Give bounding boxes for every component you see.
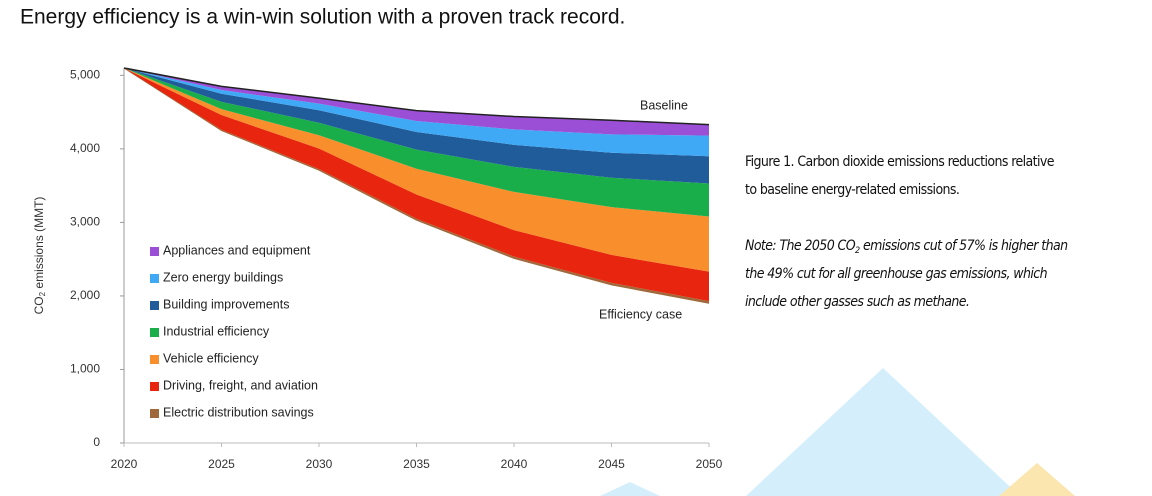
- area: [124, 68, 709, 272]
- x-tick-label: 2025: [208, 457, 235, 471]
- y-axis-label: CO2 emissions (MMT): [32, 197, 47, 315]
- x-tick-label: 2050: [696, 457, 723, 471]
- chart: 0 1,000 2,000 3,000 4,000 5,000 2020 2025 2030 20…: [32, 67, 723, 471]
- note-line: the 49% cut for all greenhouse gas emiss…: [745, 266, 1048, 282]
- baseline-line: [123, 67, 710, 126]
- legend-label: Vehicle efficiency: [163, 351, 259, 365]
- y-tick-label: 4,000: [70, 141, 100, 155]
- x-tick-label: 2045: [598, 457, 625, 471]
- legend-swatch: [150, 301, 159, 310]
- y-axis-label-part: 2: [38, 291, 47, 296]
- y-axis-label-part: emissions (MMT): [32, 197, 46, 292]
- legend-swatch: [150, 409, 159, 418]
- x-tick-label: 2040: [501, 457, 528, 471]
- note-part: emissions cut of 57% is higher than: [860, 238, 1068, 254]
- legend-label: Driving, freight, and aviation: [163, 378, 318, 392]
- legend-label: Appliances and equipment: [163, 243, 311, 257]
- legend-swatch: [150, 328, 159, 337]
- legend-swatch: [150, 247, 159, 256]
- legend-label: Industrial efficiency: [163, 324, 270, 338]
- note-part: 2: [855, 246, 860, 256]
- header-text: Energy efficiency is a win-win solution …: [20, 6, 625, 29]
- annotation: Baseline: [640, 98, 688, 112]
- caption-line: Figure 1. Carbon dioxide emissions reduc…: [745, 154, 1055, 170]
- note-part: include other gasses such as methane.: [745, 294, 969, 310]
- x-tick-label: 2020: [111, 457, 138, 471]
- annotation: Efficiency case: [599, 307, 682, 321]
- area: [124, 68, 709, 157]
- legend-swatch: [150, 274, 159, 283]
- y-tick-label: 2,000: [70, 288, 100, 302]
- decor-triangle: [600, 482, 660, 496]
- note-line: include other gasses such as methane.: [745, 294, 969, 310]
- note-part: the 49% cut for all greenhouse gas emiss…: [745, 266, 1048, 282]
- area: [124, 68, 709, 184]
- legend-label: Zero energy buildings: [163, 270, 283, 284]
- decor-triangle: [746, 368, 1020, 496]
- legend-swatch: [150, 355, 159, 364]
- y-tick-label: 5,000: [70, 68, 100, 82]
- caption: Figure 1. Carbon dioxide emissions reduc…: [745, 154, 1069, 310]
- legend-label: Electric distribution savings: [163, 405, 314, 419]
- legend-label: Building improvements: [163, 297, 289, 311]
- decor-triangle: [999, 463, 1075, 496]
- y-tick-label: 1,000: [70, 362, 100, 376]
- caption-line: to baseline energy-related emissions.: [745, 182, 959, 198]
- note-part: Note: The 2050 CO: [745, 238, 856, 254]
- x-tick-label: 2030: [306, 457, 333, 471]
- legend-swatch: [150, 382, 159, 391]
- area: [124, 68, 709, 302]
- area: [124, 68, 709, 217]
- y-axis-label-part: CO: [32, 296, 46, 314]
- note-line: Note: The 2050 CO2 emissions cut of 57% …: [745, 238, 1068, 256]
- x-tick-label: 2035: [403, 457, 430, 471]
- y-tick-label: 0: [93, 435, 100, 449]
- y-tick-label: 3,000: [70, 215, 100, 229]
